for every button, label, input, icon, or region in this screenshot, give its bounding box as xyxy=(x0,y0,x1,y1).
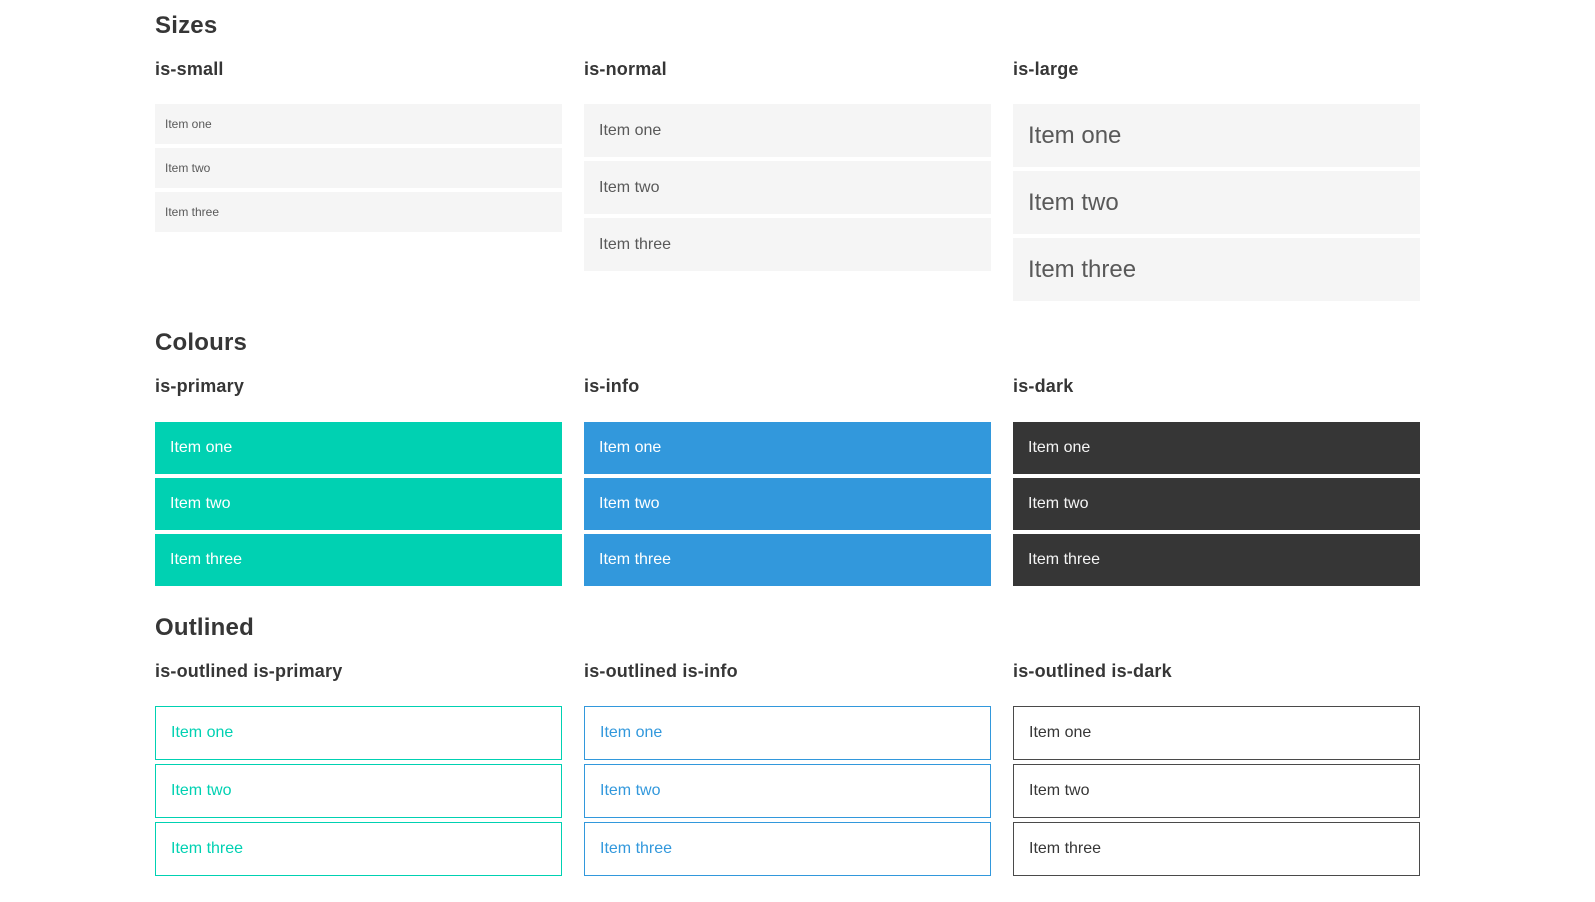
group-heading-is-small: is-small xyxy=(155,58,224,79)
group-heading-is-outlined-is-info: is-outlined is-info xyxy=(584,660,738,681)
demo-list-info: Item one Item two Item three xyxy=(584,421,991,586)
demo-list-outlined-dark: Item one Item two Item three xyxy=(1013,706,1420,877)
group-is-dark: is-dark Item one Item two Item three xyxy=(1013,376,1420,590)
list-item[interactable]: Item three xyxy=(584,822,991,877)
group-heading-is-large: is-large xyxy=(1013,58,1079,79)
list-item[interactable]: Item three xyxy=(155,822,562,877)
group-is-outlined-is-dark: is-outlined is-dark Item one Item two It… xyxy=(1013,661,1420,881)
group-is-outlined-is-primary: is-outlined is-primary Item one Item two… xyxy=(155,661,562,881)
list-item[interactable]: Item two xyxy=(155,477,562,530)
group-is-outlined-is-info: is-outlined is-info Item one Item two It… xyxy=(584,661,991,881)
group-is-info: is-info Item one Item two Item three xyxy=(584,376,991,590)
group-heading-is-primary: is-primary xyxy=(155,376,245,397)
list-item[interactable]: Item one xyxy=(155,706,562,761)
list-item[interactable]: Item three xyxy=(584,218,991,272)
list-item[interactable]: Item one xyxy=(155,104,562,145)
section-title-sizes: Sizes xyxy=(155,12,218,39)
demo-list-normal: Item one Item two Item three xyxy=(584,104,991,272)
group-heading-is-dark: is-dark xyxy=(1013,376,1074,397)
list-item[interactable]: Item three xyxy=(1013,533,1420,586)
section-title-outlined: Outlined xyxy=(155,613,254,641)
list-item[interactable]: Item two xyxy=(584,764,991,819)
demo-list-large: Item one Item two Item three xyxy=(1013,104,1420,302)
list-item[interactable]: Item one xyxy=(1013,421,1420,474)
demo-list-dark: Item one Item two Item three xyxy=(1013,421,1420,586)
list-item[interactable]: Item three xyxy=(155,192,562,233)
list-item[interactable]: Item two xyxy=(155,764,562,819)
list-item[interactable]: Item three xyxy=(1013,238,1420,302)
list-item[interactable]: Item three xyxy=(155,533,562,586)
section-colours: Colours is-primary Item one Item two Ite… xyxy=(155,329,1420,589)
list-item[interactable]: Item three xyxy=(584,533,991,586)
outlined-row: is-outlined is-primary Item one Item two… xyxy=(155,661,1420,881)
section-outlined: Outlined is-outlined is-primary Item one… xyxy=(155,614,1420,880)
group-heading-is-outlined-is-dark: is-outlined is-dark xyxy=(1013,660,1172,681)
list-item[interactable]: Item one xyxy=(584,421,991,474)
list-item[interactable]: Item two xyxy=(584,161,991,215)
group-is-normal: is-normal Item one Item two Item three xyxy=(584,59,991,276)
group-is-primary: is-primary Item one Item two Item three xyxy=(155,376,562,590)
list-item[interactable]: Item two xyxy=(1013,171,1420,235)
group-is-small: is-small Item one Item two Item three xyxy=(155,59,562,237)
section-sizes: Sizes is-small Item one Item two Item th… xyxy=(155,12,1420,305)
list-item[interactable]: Item three xyxy=(1013,822,1420,877)
sizes-row: is-small Item one Item two Item three is… xyxy=(155,59,1420,306)
demo-list-outlined-info: Item one Item two Item three xyxy=(584,706,991,877)
list-item[interactable]: Item one xyxy=(1013,104,1420,168)
group-is-large: is-large Item one Item two Item three xyxy=(1013,59,1420,306)
group-heading-is-normal: is-normal xyxy=(584,58,667,79)
colours-row: is-primary Item one Item two Item three … xyxy=(155,376,1420,590)
group-heading-is-outlined-is-primary: is-outlined is-primary xyxy=(155,660,343,681)
list-item[interactable]: Item one xyxy=(584,104,991,158)
demo-list-primary: Item one Item two Item three xyxy=(155,421,562,586)
demo-list-small: Item one Item two Item three xyxy=(155,104,562,233)
list-item[interactable]: Item one xyxy=(1013,706,1420,761)
list-item[interactable]: Item two xyxy=(584,477,991,530)
list-item[interactable]: Item one xyxy=(155,421,562,474)
list-item[interactable]: Item one xyxy=(584,706,991,761)
group-heading-is-info: is-info xyxy=(584,376,640,397)
list-item[interactable]: Item two xyxy=(1013,477,1420,530)
list-item[interactable]: Item two xyxy=(155,148,562,189)
list-item[interactable]: Item two xyxy=(1013,764,1420,819)
section-title-colours: Colours xyxy=(155,329,248,357)
demo-list-outlined-primary: Item one Item two Item three xyxy=(155,706,562,877)
